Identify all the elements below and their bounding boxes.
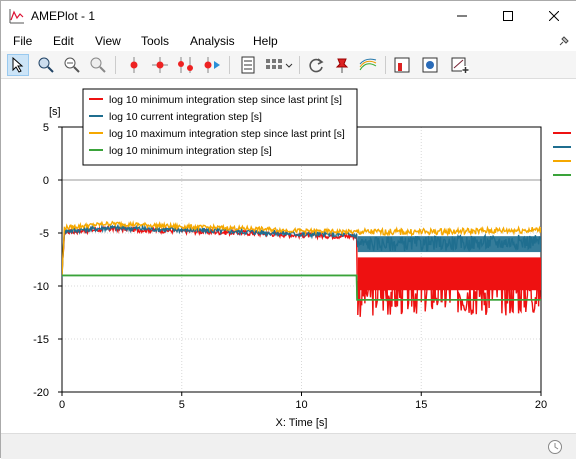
zoom-fit-button[interactable] (87, 54, 109, 76)
series-band-0 (357, 257, 541, 291)
data-table-icon (241, 56, 255, 74)
plot-add-button[interactable] (449, 54, 471, 76)
select-tool-button[interactable] (7, 54, 29, 76)
status-bar (1, 433, 576, 459)
plot-canvas[interactable]: 0 5 10 15 20 5 0 -5 -10 -15 -20 X: Time [s] [s] log 1… (1, 79, 576, 433)
toolbar-separator (299, 56, 300, 74)
minimize-icon (457, 15, 467, 17)
legend-label: log 10 maximum integration step since la… (109, 128, 345, 140)
x-tick-label: 5 (179, 399, 185, 411)
zoom-out-button[interactable] (61, 54, 83, 76)
close-button[interactable] (531, 1, 576, 31)
crosshair-marker-button[interactable] (149, 54, 171, 76)
toolbar-separator (115, 56, 116, 74)
zoom-in-icon (38, 57, 54, 73)
y-tick-label: 0 (43, 175, 49, 187)
menu-analysis[interactable]: Analysis (190, 34, 235, 48)
pin-icon[interactable] (557, 34, 571, 48)
two-markers-button[interactable] (175, 54, 197, 76)
menu-file[interactable]: File (13, 34, 33, 48)
two-markers-icon (178, 57, 193, 73)
title-bar[interactable]: AMEPlot - 1 (1, 1, 576, 31)
y-tick-label: 5 (43, 122, 49, 134)
multi-curve-icon (359, 58, 377, 71)
menu-tools[interactable]: Tools (141, 34, 170, 48)
zoom-out-icon (64, 57, 80, 73)
marker-play-button[interactable] (201, 54, 223, 76)
pin-marker-button[interactable] (331, 54, 353, 76)
minimize-button[interactable] (439, 1, 485, 31)
marker-icon (130, 57, 138, 73)
series-band-1 (357, 236, 541, 253)
x-tick-label: 20 (535, 399, 547, 411)
x-tick-label: 0 (59, 399, 65, 411)
x-axis-label: X: Time [s] (276, 417, 328, 429)
grid-layout-button[interactable] (263, 54, 295, 76)
menu-bar: File Edit View Tools Analysis Help (1, 31, 576, 51)
refresh-button[interactable] (305, 54, 327, 76)
series-line-2 (62, 220, 541, 277)
y-axis-label: [s] (49, 106, 61, 118)
select-arrow-icon (12, 57, 24, 73)
x-tick-label: 10 (295, 399, 307, 411)
pin-marker-icon (335, 58, 349, 73)
y-tick-label: -15 (33, 334, 49, 346)
clock-icon[interactable] (547, 439, 563, 455)
x-tick-label: 15 (415, 399, 427, 411)
ameplot-logo-icon (9, 9, 24, 24)
marker-button[interactable] (123, 54, 145, 76)
data-table-button[interactable] (237, 54, 259, 76)
plot-red-button[interactable] (391, 54, 413, 76)
plot-add-icon (451, 57, 469, 73)
multi-curve-button[interactable] (357, 54, 379, 76)
y-tick-label: -10 (33, 281, 49, 293)
legend-label: log 10 minimum integration step since la… (109, 94, 342, 106)
window-title: AMEPlot - 1 (31, 9, 96, 23)
y-tick-label: -20 (33, 387, 49, 399)
menu-edit[interactable]: Edit (53, 34, 74, 48)
zoom-fit-icon (90, 57, 106, 73)
legend-box (82, 88, 358, 166)
zoom-in-button[interactable] (35, 54, 57, 76)
crosshair-marker-icon (152, 57, 168, 73)
toolbar-separator (385, 56, 386, 74)
plot-export-icon (422, 57, 438, 73)
maximize-icon (503, 11, 513, 21)
plot-export-button[interactable] (419, 54, 441, 76)
refresh-icon (309, 58, 324, 73)
grid-layout-icon (266, 59, 293, 69)
legend-label: log 10 current integration step [s] (109, 111, 262, 123)
y-tick-label: -5 (39, 228, 49, 240)
series-line-3-top (62, 274, 541, 301)
legend-label: log 10 minimum integration step [s] (109, 145, 272, 157)
plot-red-icon (394, 57, 410, 73)
close-icon (549, 11, 559, 21)
toolbar (1, 51, 576, 79)
maximize-button[interactable] (485, 1, 531, 31)
plot-area[interactable]: 0 5 10 15 20 5 0 -5 -10 -15 -20 X: Time [s] [s] log 1… (1, 79, 576, 433)
menu-help[interactable]: Help (253, 34, 278, 48)
toolbar-separator (229, 56, 230, 74)
menu-view[interactable]: View (95, 34, 121, 48)
marker-play-icon (204, 57, 220, 73)
